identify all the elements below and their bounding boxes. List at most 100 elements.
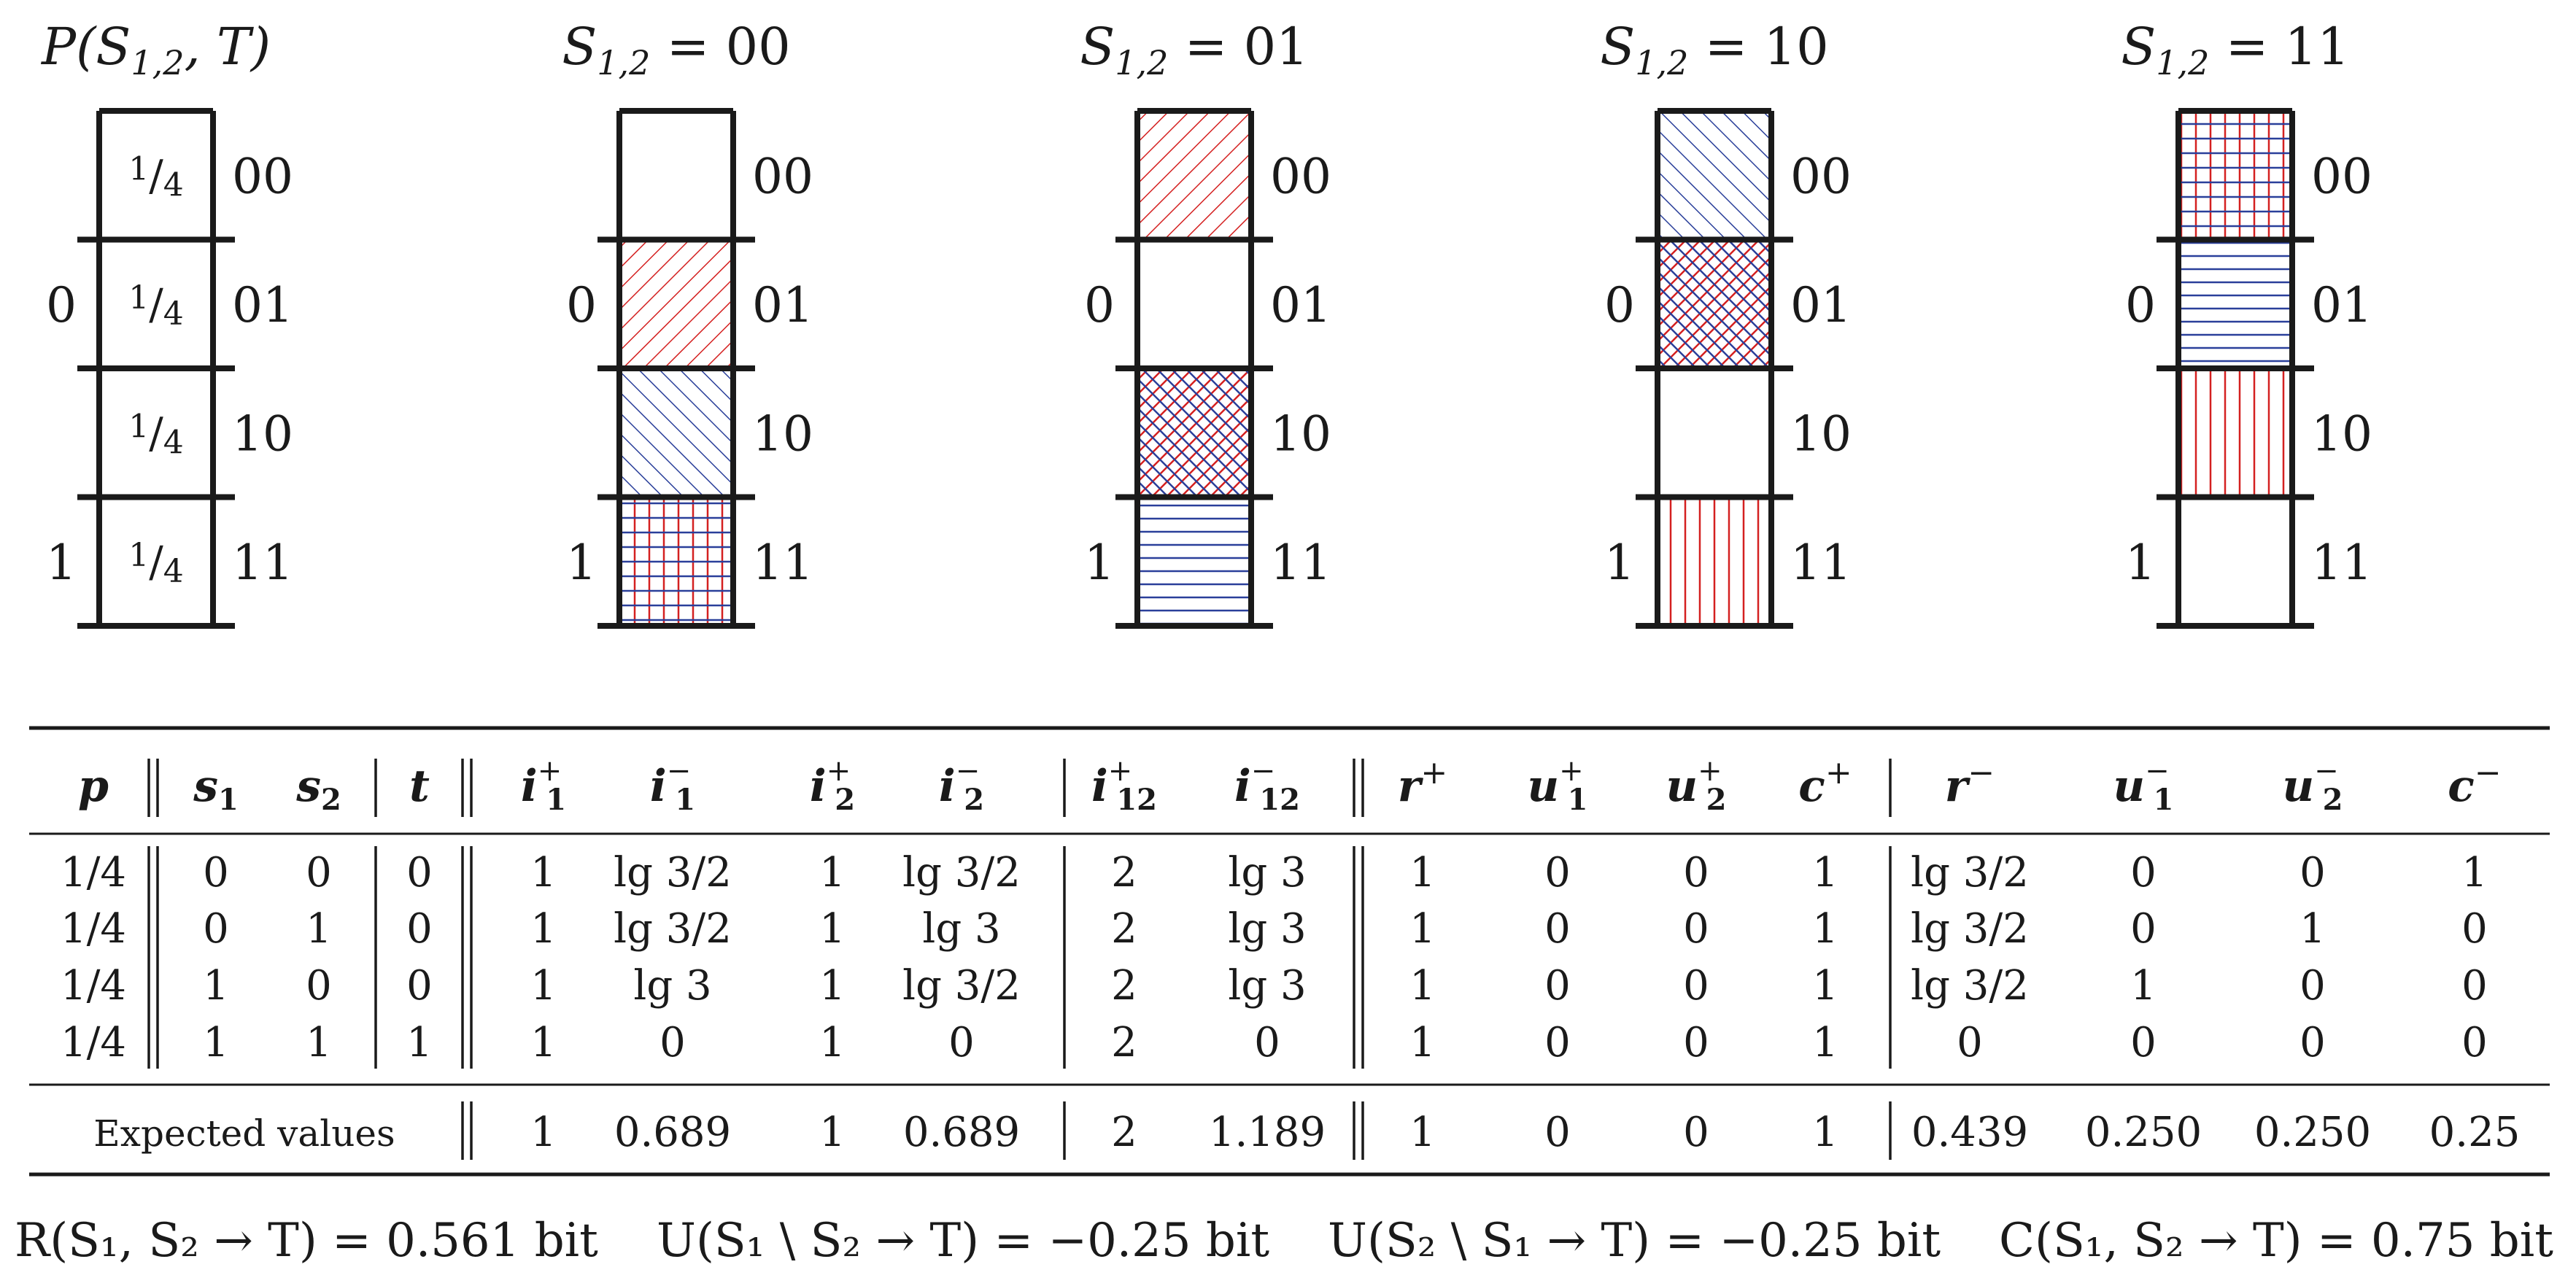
- row-label: 11: [232, 535, 293, 591]
- table-cell: 1: [2461, 849, 2488, 896]
- t-label: 0: [2125, 277, 2156, 333]
- table-cell: 1: [306, 905, 332, 953]
- table-header: p: [78, 761, 109, 812]
- row-label: 11: [1270, 535, 1331, 591]
- summary-line: R(S₁, S₂ → T) = 0.561 bit U(S₁ \ S₂ → T) …: [15, 1214, 2553, 1268]
- table-cell: 1: [203, 1019, 229, 1066]
- table-cell: 1: [2300, 905, 2326, 953]
- cell-blue-diag-down: [1658, 111, 1771, 240]
- row-label: 11: [1790, 535, 1852, 591]
- row-label: 01: [752, 277, 813, 333]
- t-label: 1: [2125, 535, 2156, 591]
- t-label: 1: [566, 535, 597, 591]
- panel-title: S1,2 = 00: [562, 17, 790, 82]
- t-label: 1: [1084, 535, 1115, 591]
- row-label: 10: [2311, 406, 2372, 462]
- table-cell: 1: [203, 962, 229, 1010]
- t-label: 0: [566, 277, 597, 333]
- table-cell: 0: [948, 1019, 975, 1066]
- t-label: 0: [1604, 277, 1635, 333]
- table-cell: lg 3: [1228, 962, 1306, 1010]
- expected-value: 0.250: [2254, 1109, 2371, 1156]
- expected-value: 1: [1812, 1109, 1838, 1156]
- table-header: u+ 1: [1528, 754, 1588, 817]
- table-cell: 0: [406, 905, 433, 953]
- table-cell: 1/4: [61, 1019, 126, 1066]
- cell-empty: [619, 111, 733, 240]
- table-cell: 0: [1957, 1019, 1983, 1066]
- table-cell: 0: [1544, 962, 1571, 1010]
- cell-blue-diag-down: [619, 368, 733, 497]
- table-cell: 2: [1111, 905, 1137, 953]
- cell-probability: 1/4: [128, 537, 184, 590]
- table-cell: lg 3/2: [1911, 905, 2029, 953]
- table-cell: 0: [1544, 849, 1571, 896]
- table-cell: 1/4: [61, 962, 126, 1010]
- pid-table: p s1 s2 t i+ 1 i− 1 i+ 2 i− 2 i+ 12 i− 12 r+ u+ 1 u+ 2 c+ r− u−…: [29, 726, 2550, 1177]
- table-header: i+ 1: [521, 754, 566, 817]
- table-cell: 0: [2130, 849, 2157, 896]
- cell-blue-horizontal: [2178, 239, 2292, 368]
- table-cell: 0: [1683, 962, 1709, 1010]
- panel-title: S1,2 = 11: [2121, 17, 2349, 82]
- cell-red-vertical: [1658, 497, 1771, 626]
- table-cell: 1: [306, 1019, 332, 1066]
- table-cell: 0: [2461, 962, 2488, 1010]
- summary-item: R(S₁, S₂ → T) = 0.561 bit: [15, 1214, 598, 1268]
- cell-empty: [2178, 497, 2292, 627]
- table-header: i− 1: [650, 754, 695, 817]
- cell-empty: [1137, 240, 1251, 369]
- row-label: 00: [752, 148, 813, 204]
- summary-item: C(S₁, S₂ → T) = 0.75 bit: [1999, 1214, 2553, 1268]
- table-cell: 0: [203, 905, 229, 953]
- row-label: 00: [2311, 148, 2372, 204]
- table-cell: lg 3/2: [614, 905, 732, 953]
- expected-value: 0: [1544, 1109, 1571, 1156]
- row-label: 00: [1270, 148, 1331, 204]
- table-cell: 1: [530, 905, 557, 953]
- table-cell: 2: [1111, 962, 1137, 1010]
- table-cell: 1: [819, 849, 846, 896]
- row-label: 11: [752, 535, 813, 591]
- table-cell: 1: [1812, 905, 1838, 953]
- table-cell: 2: [1111, 1019, 1137, 1066]
- expected-value: 1.189: [1209, 1109, 1326, 1156]
- table-header: i− 12: [1234, 754, 1300, 817]
- cell-crosshatch: [1137, 368, 1251, 497]
- table-cell: 0: [406, 849, 433, 896]
- table-cell: 1: [530, 1019, 557, 1066]
- row-label: 01: [1270, 277, 1331, 333]
- table-cell: 1: [819, 1019, 846, 1066]
- table-header: u− 1: [2113, 754, 2174, 817]
- table-cell: 1: [2130, 962, 2157, 1010]
- table-cell: 0: [2300, 849, 2326, 896]
- cell-grid: [2178, 111, 2292, 240]
- expected-value: 1: [819, 1109, 846, 1156]
- table-cell: 0: [2300, 962, 2326, 1010]
- expected-value: 0.689: [903, 1109, 1020, 1156]
- table-cell: 1: [1409, 962, 1436, 1010]
- table-header: t: [409, 761, 430, 812]
- summary-item: U(S₁ \ S₂ → T) = −0.25 bit: [657, 1214, 1269, 1268]
- expected-value: 0.689: [614, 1109, 731, 1156]
- table-cell: lg 3: [1228, 849, 1306, 896]
- table-row: 1/4 1 0 0 1 lg 3 1 lg 3/2 2 lg 3 1 0 0 1 lg 3/2 1 0 0: [61, 962, 2488, 1010]
- table-cell: 1: [1812, 849, 1838, 896]
- table-cell: 0: [406, 962, 433, 1010]
- table-cell: 0: [203, 849, 229, 896]
- expected-value: 0.250: [2085, 1109, 2202, 1156]
- table-header: i+ 2: [810, 754, 855, 817]
- row-label: 01: [232, 277, 293, 333]
- table-cell: 0: [1544, 1019, 1571, 1066]
- cell-red-diag-up: [1137, 111, 1251, 240]
- cell-probability: 1/4: [128, 408, 184, 461]
- table-cell: lg 3/2: [1911, 849, 2029, 896]
- table-cell: 0: [2130, 1019, 2157, 1066]
- t-label: 0: [1084, 277, 1115, 333]
- row-label: 10: [752, 406, 813, 462]
- table-header: r+: [1398, 754, 1448, 812]
